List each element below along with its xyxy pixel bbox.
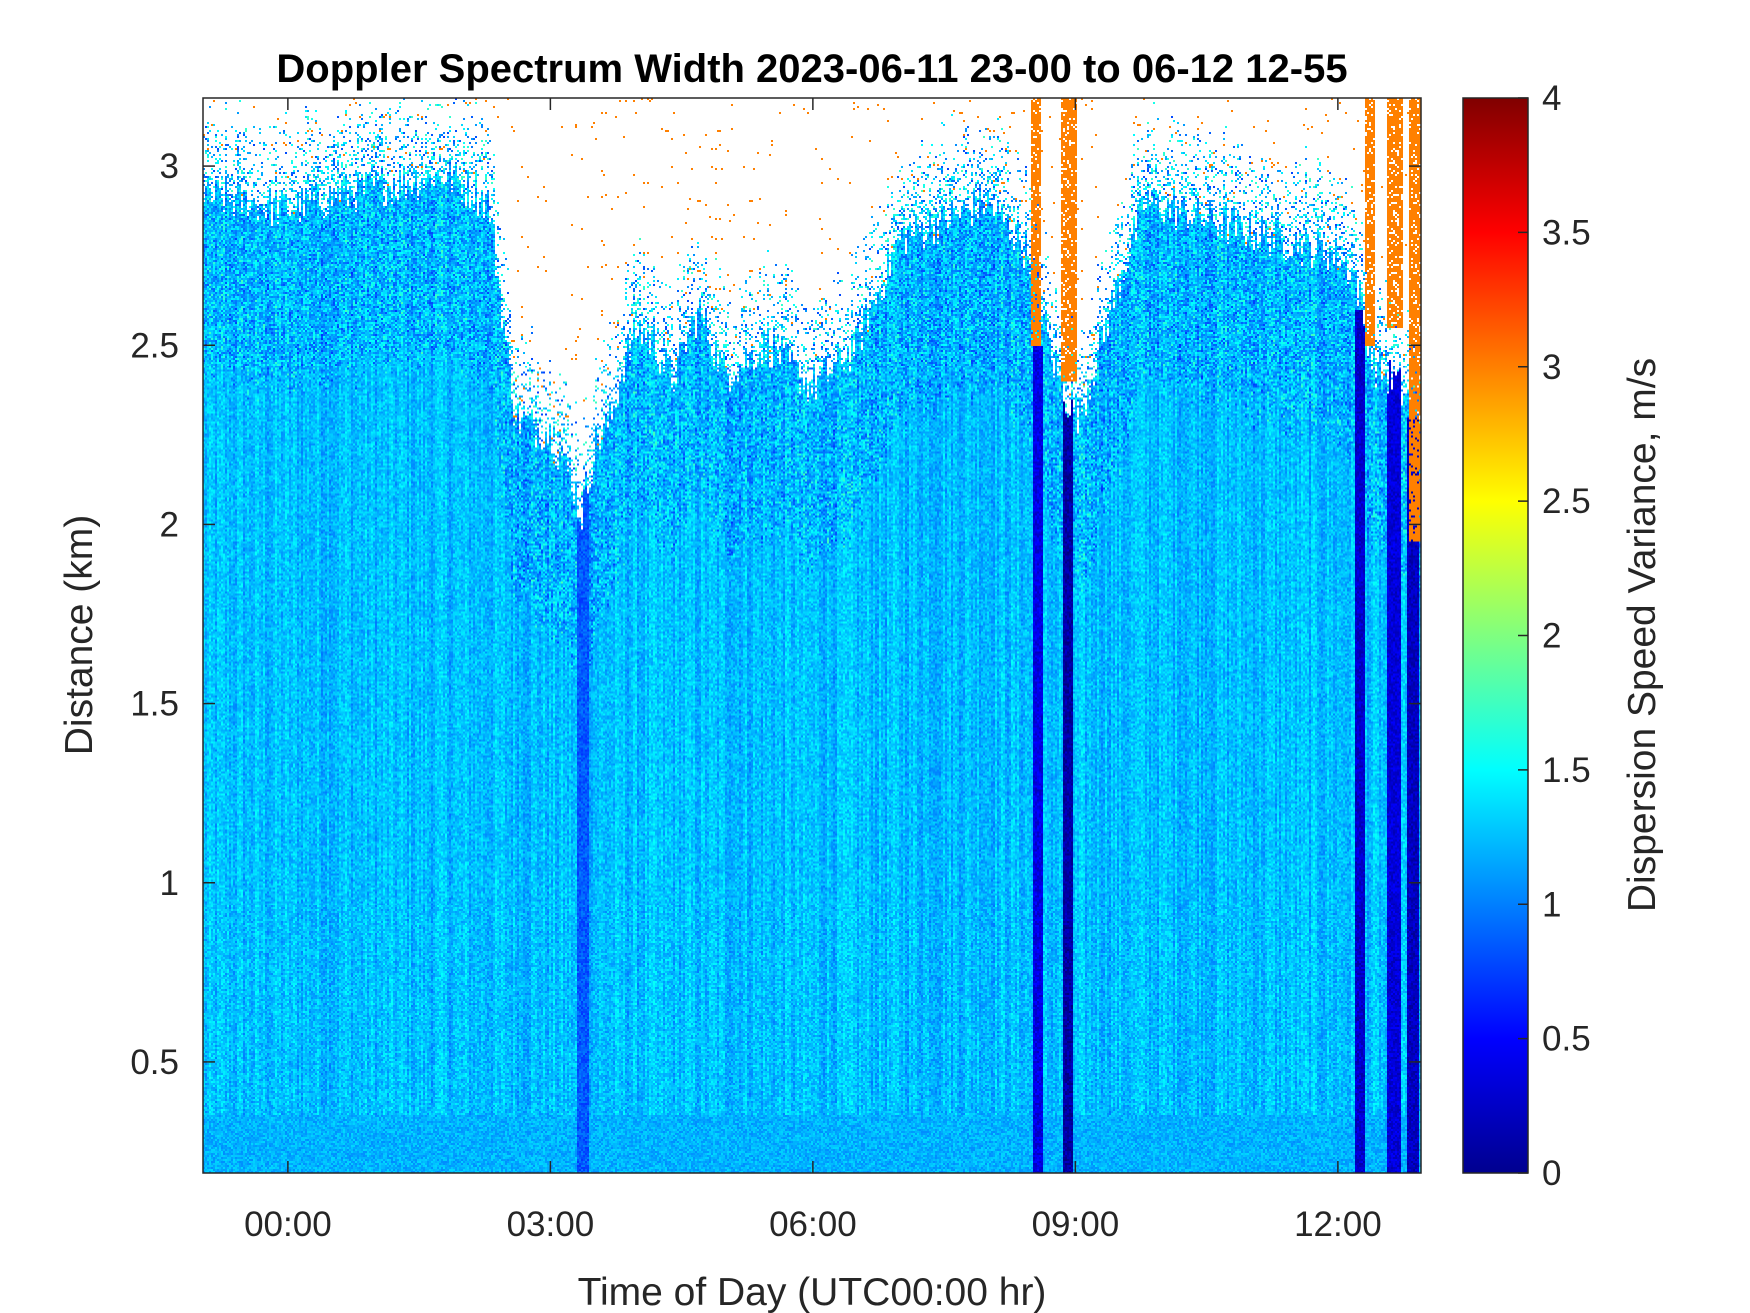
x-axis-ticks: 00:00 03:00 06:00 09:00 12:00 — [244, 98, 1382, 1244]
y-tick-label: 3 — [160, 147, 179, 186]
colorbar-label: Dispersion Speed Variance, m/s — [1621, 358, 1664, 912]
y-tick-label: 2 — [160, 505, 179, 544]
colorbar-tick-label: 1 — [1542, 885, 1561, 924]
y-tick-label: 0.5 — [130, 1043, 179, 1082]
plot-frame — [202, 97, 1422, 1174]
colorbar-tick-label: 4 — [1542, 79, 1561, 118]
colorbar-tick-label: 2 — [1542, 617, 1561, 656]
colorbar-tick-label: 1.5 — [1542, 751, 1591, 790]
y-tick-label: 1 — [160, 864, 179, 903]
colorbar-tick-label: 0 — [1542, 1154, 1561, 1193]
y-tick-label: 1.5 — [130, 685, 179, 724]
colorbar-gradient — [1463, 98, 1528, 1173]
y-axis-label: Distance (km) — [58, 515, 101, 756]
x-tick-label: 09:00 — [1032, 1205, 1120, 1244]
chart-title: Doppler Spectrum Width 2023-06-11 23-00 … — [276, 47, 1347, 91]
colorbar-tick-label: 3 — [1542, 348, 1561, 387]
colorbar-tick-label: 2.5 — [1542, 482, 1591, 521]
y-axis-ticks: 0.5 1 1.5 2 2.5 3 — [130, 147, 1421, 1082]
x-tick-label: 06:00 — [769, 1205, 857, 1244]
x-tick-label: 00:00 — [244, 1205, 332, 1244]
colorbar: 0 0.5 1 1.5 2 2.5 3 3.5 4 Dispersion Speed Varia… — [1462, 79, 1664, 1193]
x-axis-label: Time of Day (UTC00:00 hr) — [578, 1271, 1047, 1313]
spectrum-width-heatmap — [203, 98, 1421, 1173]
colorbar-ticks: 0 0.5 1 1.5 2 2.5 3 3.5 4 — [1518, 79, 1591, 1193]
x-tick-label: 12:00 — [1294, 1205, 1382, 1244]
colorbar-tick-label: 3.5 — [1542, 213, 1591, 252]
colorbar-tick-label: 0.5 — [1542, 1020, 1591, 1059]
y-tick-label: 2.5 — [130, 326, 179, 365]
x-tick-label: 03:00 — [507, 1205, 595, 1244]
plot-area: 00:00 03:00 06:00 09:00 12:00 0.5 1 1.5 2 2.5 3 — [130, 97, 1422, 1244]
